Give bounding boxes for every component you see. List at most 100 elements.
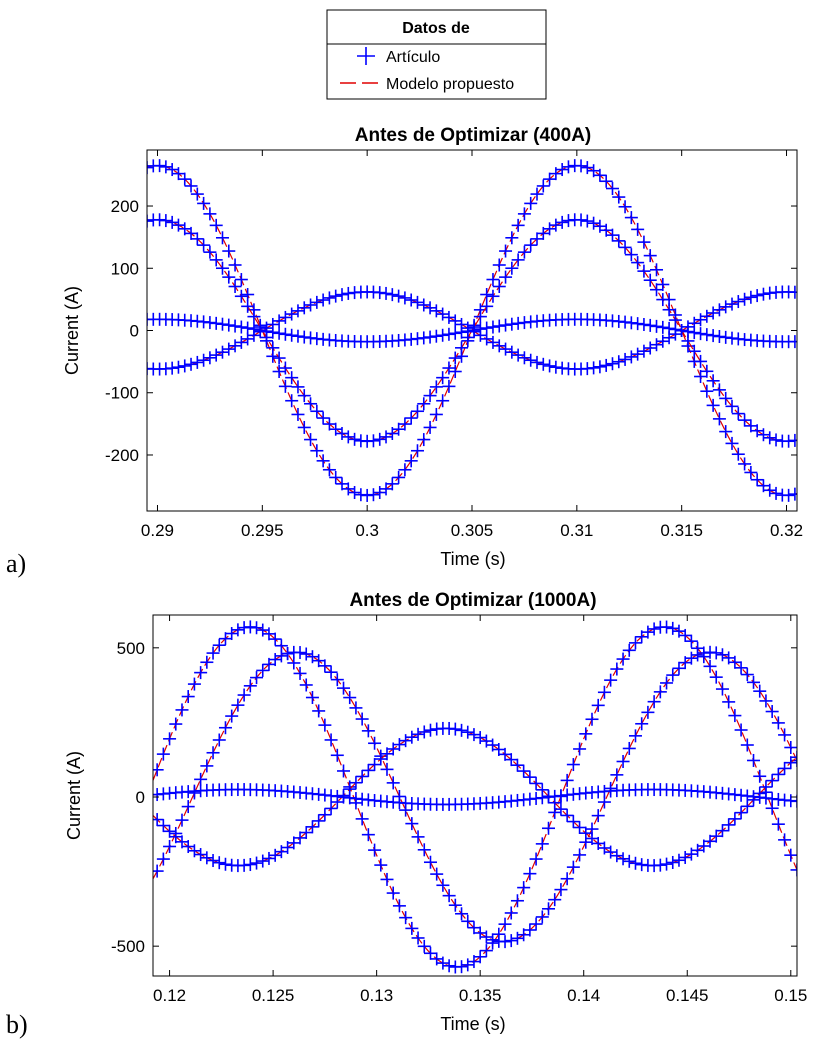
data-point-series-3 — [637, 344, 651, 358]
data-point-series-1 — [517, 207, 531, 221]
data-point-series-3 — [473, 731, 487, 745]
data-point-series-2 — [392, 422, 406, 436]
data-point-series-1 — [203, 207, 217, 221]
data-point-series-3 — [305, 820, 319, 834]
data-point-series-1 — [637, 235, 651, 249]
data-point-series-1 — [788, 487, 797, 501]
data-point-series-2 — [616, 754, 630, 768]
data-point-series-1 — [448, 365, 462, 379]
data-point-series-3 — [203, 351, 217, 365]
data-point-series-4 — [260, 324, 274, 338]
data-point-series-1 — [529, 852, 543, 866]
data-point-series-4 — [694, 327, 708, 341]
data-point-series-2 — [448, 898, 462, 912]
data-point-series-1 — [504, 906, 518, 920]
data-point-series-2 — [281, 646, 295, 660]
data-point-series-2 — [304, 397, 318, 411]
data-point-series-3 — [771, 767, 785, 781]
data-point-series-1 — [555, 163, 569, 177]
y-tick-label: 500 — [117, 639, 145, 658]
chart-1000a: Antes de Optimizar (1000A) 0.12 0.125 0.13… — [64, 590, 807, 1034]
data-point-series-2 — [203, 245, 217, 259]
data-point-series-2 — [324, 665, 338, 679]
data-point-series-1 — [706, 398, 720, 412]
data-point-series-4 — [266, 325, 280, 339]
data-point-series-3 — [329, 289, 343, 303]
x-tick-label: 0.14 — [567, 986, 600, 1005]
data-point-series-1 — [510, 894, 524, 908]
data-point-series-3 — [504, 753, 518, 767]
data-point-series-3 — [694, 313, 708, 327]
model-line-series-3 — [147, 291, 797, 370]
data-point-series-1 — [643, 249, 657, 263]
data-point-series-1 — [725, 436, 739, 450]
legend-plus-marker — [357, 47, 375, 65]
data-point-series-2 — [171, 218, 185, 232]
data-point-series-2 — [215, 261, 229, 275]
data-point-series-2 — [237, 688, 251, 702]
data-point-series-4 — [637, 317, 651, 331]
data-point-series-1 — [744, 465, 758, 479]
data-point-series-2 — [694, 354, 708, 368]
data-point-series-1 — [178, 172, 192, 186]
data-point-series-3 — [379, 286, 393, 300]
data-point-series-1 — [566, 758, 580, 772]
data-point-series-3 — [616, 852, 630, 866]
data-point-series-1 — [285, 394, 299, 408]
ticks: 0.29 0.295 0.3 0.305 0.31 0.315 0.32 -200 -100 0 1… — [105, 150, 803, 540]
data-point-series-1 — [574, 159, 588, 173]
data-point-series-1 — [423, 946, 437, 960]
data-point-series-1 — [700, 384, 714, 398]
data-point-series-3 — [566, 815, 580, 829]
data-point-series-1 — [187, 677, 201, 691]
data-point-series-3 — [612, 355, 626, 369]
data-point-series-4 — [234, 320, 248, 334]
data-point-series-2 — [380, 762, 394, 776]
data-point-series-2 — [411, 830, 425, 844]
data-point-series-3 — [392, 289, 406, 303]
data-point-series-1 — [366, 488, 380, 502]
data-point-series-1 — [709, 670, 723, 684]
data-point-series-4 — [790, 794, 797, 808]
data-point-series-4 — [423, 330, 437, 344]
data-point-series-2 — [442, 361, 456, 375]
data-point-series-1 — [361, 828, 375, 842]
data-point-series-2 — [504, 934, 518, 948]
data-point-series-2 — [763, 431, 777, 445]
data-point-series-1 — [410, 444, 424, 458]
data-point-series-1 — [304, 433, 318, 447]
data-point-series-1 — [218, 632, 232, 646]
data-point-series-4 — [278, 327, 292, 341]
data-point-series-3 — [511, 348, 525, 362]
data-point-series-3 — [209, 348, 223, 362]
data-point-series-1 — [442, 379, 456, 393]
data-point-series-1 — [417, 939, 431, 953]
x-tick-label: 0.135 — [459, 986, 502, 1005]
data-point-series-2 — [153, 213, 167, 227]
data-point-series-2 — [405, 817, 419, 831]
data-point-series-1 — [212, 638, 226, 652]
data-point-series-1 — [647, 622, 661, 636]
data-point-series-1 — [524, 196, 538, 210]
data-point-series-3 — [262, 851, 276, 865]
data-point-series-1 — [622, 643, 636, 657]
x-tick-label: 0.145 — [666, 986, 709, 1005]
data-point-series-2 — [499, 270, 513, 284]
data-point-series-3 — [492, 339, 506, 353]
data-point-series-1 — [591, 698, 605, 712]
data-point-series-4 — [719, 330, 733, 344]
x-tick-label: 0.32 — [770, 521, 803, 540]
data-point-series-1 — [728, 709, 742, 723]
data-point-series-3 — [599, 358, 613, 372]
data-point-series-3 — [750, 289, 764, 303]
data-point-series-1 — [272, 365, 286, 379]
data-point-series-1 — [535, 837, 549, 851]
data-point-series-3 — [322, 291, 336, 305]
data-point-series-3 — [672, 853, 686, 867]
data-point-series-2 — [637, 264, 651, 278]
data-point-series-2 — [784, 741, 797, 755]
data-point-series-3 — [368, 758, 382, 772]
data-point-series-1 — [561, 160, 575, 174]
data-point-series-4 — [650, 319, 664, 333]
data-point-series-3 — [678, 850, 692, 864]
